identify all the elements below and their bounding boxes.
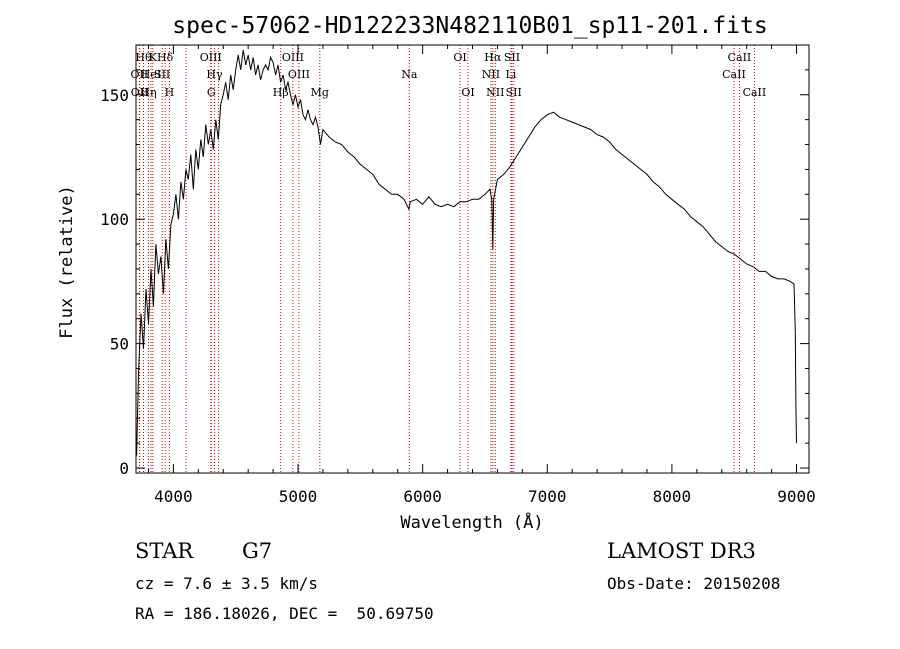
line-label-27: CaII (722, 68, 746, 81)
line-label-24: Li (505, 68, 516, 81)
spectrum-series (136, 49, 797, 456)
object-subclass: G7 (242, 539, 273, 563)
line-label-5: Hη (140, 86, 156, 99)
line-label-20: OI (461, 86, 474, 99)
plot-frame (135, 44, 810, 474)
axis-ticks (136, 45, 809, 473)
coordinates: RA = 186.18026, DEC = 50.69750 (135, 604, 434, 623)
x-tick-label-5: 9000 (777, 487, 816, 506)
x-tick-label-4: 8000 (653, 487, 692, 506)
line-label-23: NII (486, 86, 504, 99)
x-tick-label-1: 5000 (279, 487, 318, 506)
line-label-8: H (165, 86, 175, 99)
line-label-10: OIII (200, 51, 222, 64)
line-label-15: OIII (282, 51, 304, 64)
line-label-11: Hγ (206, 68, 223, 81)
axis-tick-labels: 4000 5000 6000 7000 8000 9000 0 50 100 150 (100, 86, 816, 506)
chart-title: spec-57062-HD122233N482110B01_sp11-201.f… (172, 13, 767, 39)
line-label-22: Hα (484, 51, 502, 64)
x-tick-label-3: 7000 (528, 487, 567, 506)
line-label-19: OI (453, 51, 466, 64)
x-axis-label: Wavelength (Å) (400, 511, 543, 533)
line-label-28: CaII (728, 51, 752, 64)
line-label-6: Hδ (157, 51, 174, 64)
redshift-cz: cz = 7.6 ± 3.5 km/s (135, 574, 319, 593)
survey-name: LAMOST DR3 (607, 539, 756, 563)
line-label-7: SII (154, 68, 170, 81)
line-label-1: OII (131, 68, 149, 81)
line-label-26: SII (506, 86, 522, 99)
y-tick-label-1: 50 (110, 335, 129, 354)
line-label-25: SII (504, 51, 520, 64)
line-label-18: Na (401, 68, 418, 81)
x-tick-label-2: 6000 (403, 487, 442, 506)
emission-line-markers (138, 45, 755, 473)
line-label-4: HeI (141, 68, 161, 81)
x-tick-label-0: 4000 (154, 487, 193, 506)
line-label-29: CaII (743, 86, 767, 99)
line-label-12: G (207, 86, 216, 99)
line-label-2: OII (131, 86, 149, 99)
line-label-14: Hβ (273, 86, 289, 99)
obs-date: Obs-Date: 20150208 (607, 574, 781, 593)
line-label-0: Hθ (135, 51, 152, 64)
y-tick-label-3: 150 (100, 86, 129, 105)
y-tick-label-2: 100 (100, 210, 129, 229)
y-axis-label: Flux (relative) (57, 185, 77, 339)
line-label-3: K (149, 51, 158, 64)
y-tick-label-0: 0 (119, 459, 129, 478)
object-class: STAR (135, 539, 194, 563)
line-label-21: NII (482, 68, 500, 81)
line-label-16: OIII (288, 68, 310, 81)
line-label-17: Mg (311, 86, 329, 99)
